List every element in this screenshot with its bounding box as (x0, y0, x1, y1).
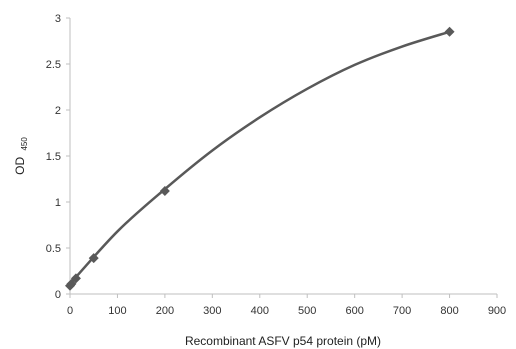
data-point-diamond (88, 253, 99, 264)
x-tick-label: 300 (203, 305, 221, 317)
x-tick-label: 900 (488, 305, 506, 317)
svg-text:OD 450: OD 450 (13, 137, 29, 175)
data-point-diamond (444, 26, 455, 37)
data-point-diamond (70, 273, 81, 284)
y-tick-label: 1.5 (46, 151, 61, 163)
x-tick-label: 0 (67, 305, 73, 317)
x-tick-label: 800 (440, 305, 458, 317)
y-tick-label: 0.5 (46, 243, 61, 255)
y-tick-label: 0 (55, 289, 61, 301)
x-tick-label: 700 (393, 305, 411, 317)
y-axis-title-subscript: 450 (20, 137, 29, 151)
x-tick-label: 100 (108, 305, 126, 317)
y-tick-label: 1 (55, 197, 61, 209)
y-axis-title-group: OD 450 (13, 137, 29, 175)
x-tick-label: 600 (345, 305, 363, 317)
y-axis-ticks: 0 0.5 1 1.5 2 2.5 3 (46, 13, 70, 301)
y-tick-label: 2 (55, 105, 61, 117)
x-tick-label: 200 (156, 305, 174, 317)
x-axis-ticks: 0 100 200 300 400 500 600 700 800 900 (67, 294, 506, 317)
y-tick-label: 2.5 (46, 59, 61, 71)
fit-curve-line (69, 30, 450, 285)
data-points (65, 26, 455, 291)
y-axis-title: OD (13, 157, 27, 175)
x-tick-label: 500 (298, 305, 316, 317)
x-axis-title: Recombinant ASFV p54 protein (pM) (185, 334, 381, 348)
x-tick-label: 400 (251, 305, 269, 317)
plot-area (69, 18, 497, 295)
y-tick-label: 3 (55, 13, 61, 25)
data-point-diamond (159, 185, 170, 196)
